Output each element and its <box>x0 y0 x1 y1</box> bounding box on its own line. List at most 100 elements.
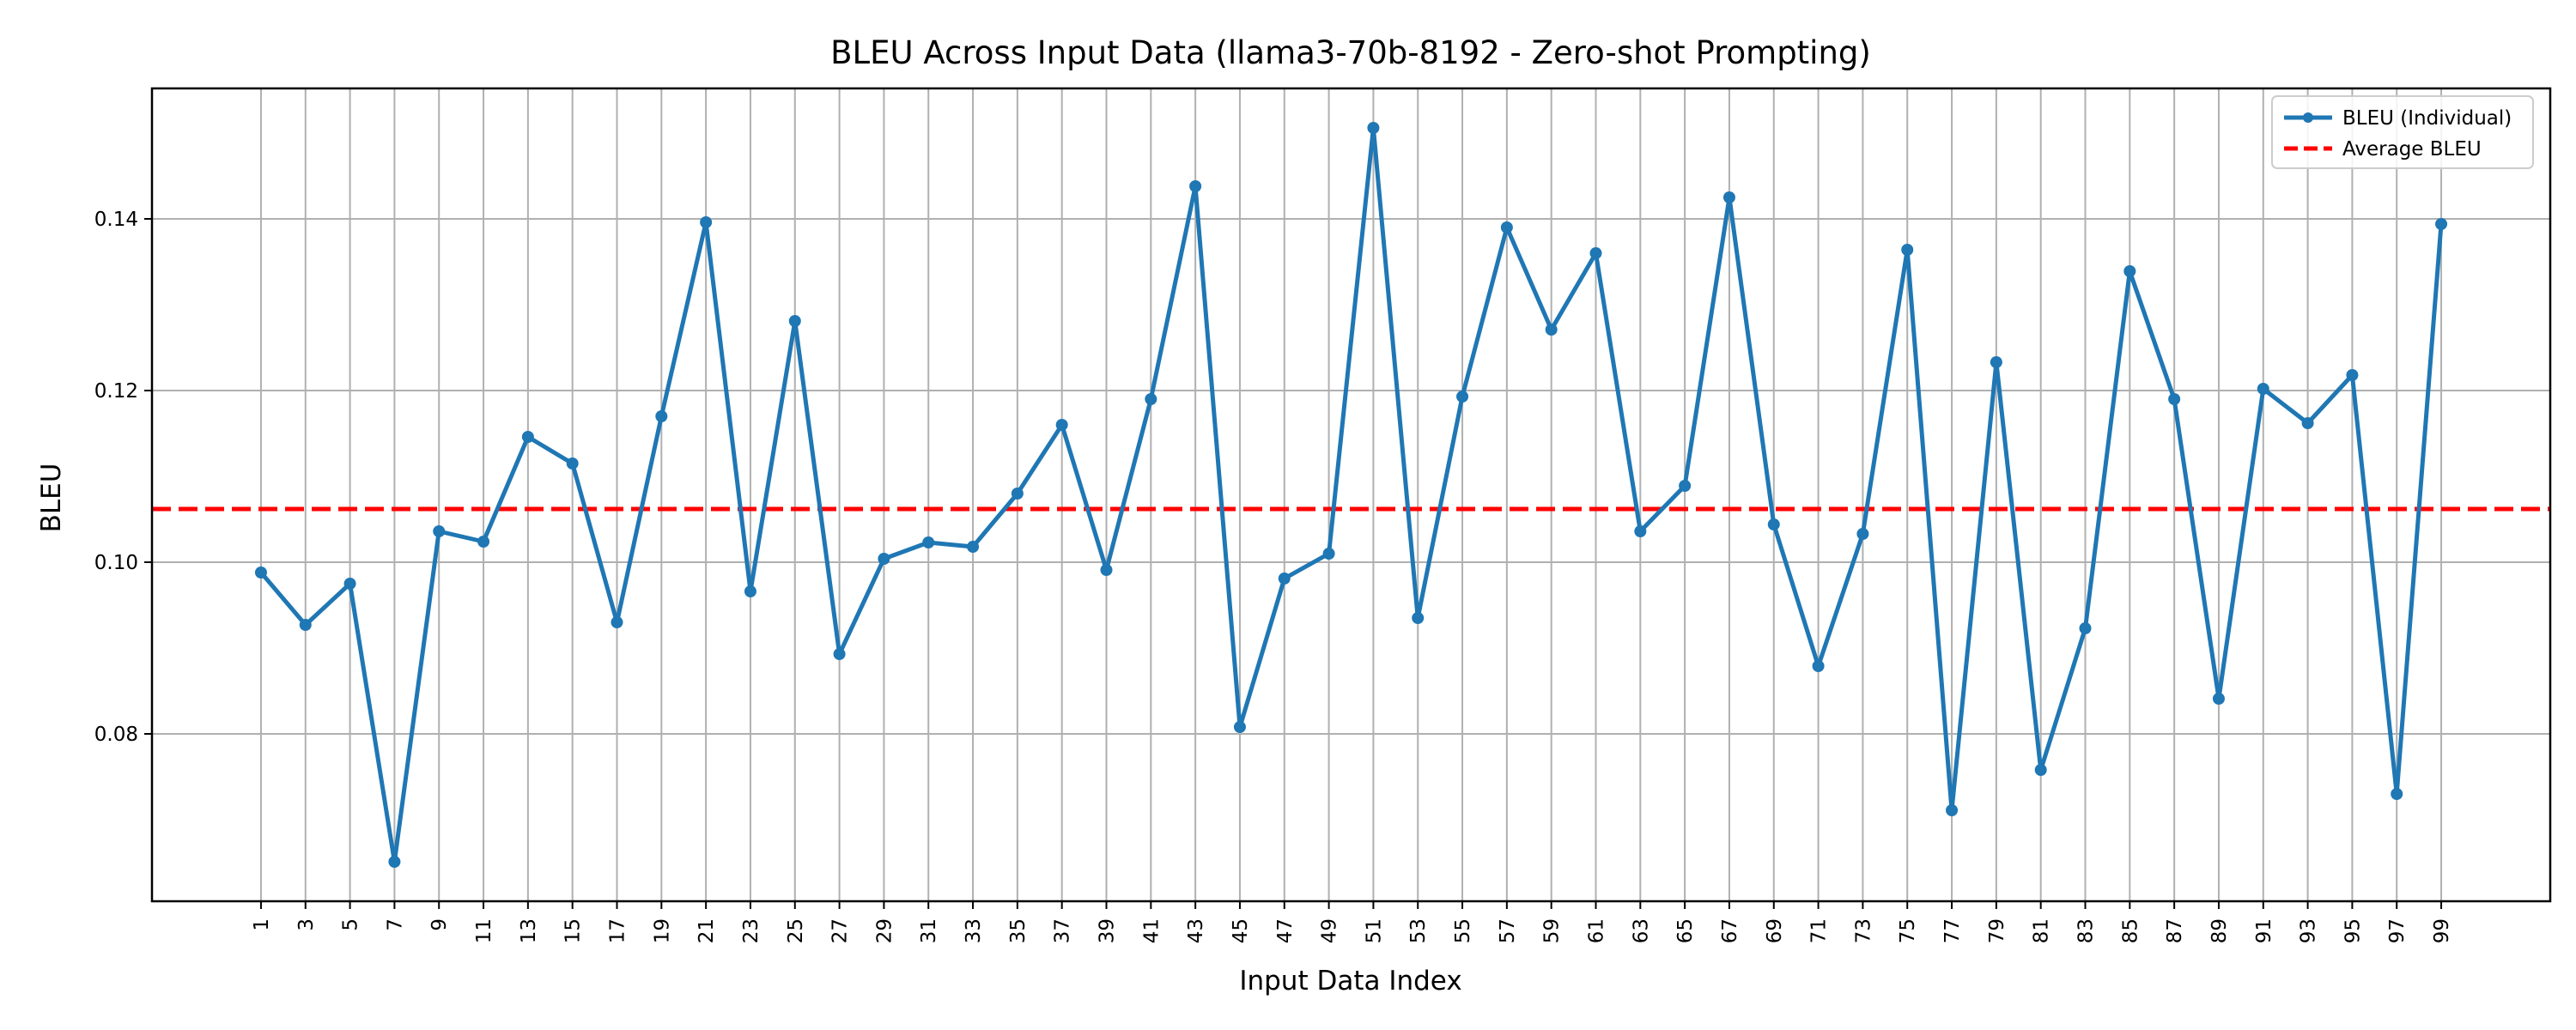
x-tick-label: 45 <box>1230 918 1252 943</box>
x-tick-label: 9 <box>428 918 451 931</box>
x-tick-label: 43 <box>1185 918 1207 943</box>
bleu-point <box>2257 383 2269 395</box>
x-tick-label: 73 <box>1852 918 1874 943</box>
bleu-point <box>433 525 446 537</box>
bleu-point <box>2346 369 2359 381</box>
legend-box <box>2271 95 2534 169</box>
bleu-point <box>1233 721 1246 733</box>
x-tick-label: 87 <box>2164 918 2186 943</box>
bleu-point <box>967 541 980 553</box>
bleu-point <box>2435 218 2448 230</box>
y-tick-label: 0.10 <box>94 552 138 574</box>
bleu-point <box>1634 525 1647 537</box>
chart-title: BLEU Across Input Data (llama3-70b-8192 … <box>830 34 1871 71</box>
bleu-point <box>1812 660 1825 672</box>
bleu-point <box>2034 764 2047 776</box>
bleu-point <box>2123 265 2136 277</box>
bleu-point <box>477 536 490 548</box>
x-tick-label: 83 <box>2075 918 2098 943</box>
x-tick-label: 67 <box>1719 918 1741 943</box>
bleu-point <box>922 536 935 548</box>
bleu-point <box>299 619 312 631</box>
x-tick-label: 97 <box>2386 918 2409 943</box>
bleu-point <box>788 315 801 327</box>
x-tick-label: 51 <box>1363 918 1385 943</box>
y-ticks: 0.08 0.10 0.12 0.14 <box>94 209 152 746</box>
x-tick-label: 29 <box>873 918 896 943</box>
x-tick-label: 31 <box>918 918 940 943</box>
bleu-point <box>1722 191 1735 203</box>
bleu-point <box>1679 480 1692 492</box>
bleu-point <box>2301 417 2314 429</box>
bleu-point <box>1278 573 1291 585</box>
bleu-point <box>833 648 846 660</box>
bleu-point <box>1767 518 1780 530</box>
bleu-point <box>1055 419 1068 431</box>
x-tick-label: 63 <box>1630 918 1652 943</box>
y-tick-label: 0.12 <box>94 380 138 403</box>
x-tick-label: 13 <box>518 918 540 943</box>
legend-average-label: Average BLEU <box>2342 138 2482 161</box>
bleu-point <box>1367 122 1380 134</box>
bleu-point <box>1456 391 1469 403</box>
bleu-point <box>254 566 267 579</box>
x-tick-label: 71 <box>1808 918 1831 943</box>
x-tick-label: 15 <box>562 918 585 943</box>
x-tick-label: 19 <box>651 918 673 943</box>
bleu-point <box>343 578 356 590</box>
x-tick-label: 77 <box>1941 918 1964 943</box>
bleu-point <box>2168 393 2181 405</box>
bleu-point <box>2212 693 2225 705</box>
x-tick-label: 25 <box>785 918 807 943</box>
y-tick-label: 0.14 <box>94 209 138 231</box>
x-tick-label: 57 <box>1497 918 1519 943</box>
x-tick-label: 89 <box>2208 918 2231 943</box>
x-tick-label: 23 <box>740 918 762 943</box>
bleu-point <box>1946 804 1959 816</box>
bleu-point <box>655 410 668 422</box>
x-tick-label: 7 <box>384 918 406 931</box>
x-tick-label: 69 <box>1764 918 1786 943</box>
bleu-point <box>1589 247 1602 259</box>
legend-series-marker <box>2303 112 2313 123</box>
x-tick-label: 93 <box>2298 918 2320 943</box>
x-tick-label: 21 <box>696 918 718 943</box>
y-axis-label: BLEU <box>36 464 67 533</box>
x-tick-label: 3 <box>295 918 318 931</box>
x-tick-label: 35 <box>1007 918 1030 943</box>
x-tick-label: 17 <box>607 918 629 943</box>
bleu-point <box>700 216 713 228</box>
legend: BLEU (Individual) Average BLEU <box>2271 95 2534 169</box>
bleu-point <box>1990 356 2002 368</box>
x-tick-label: 99 <box>2431 918 2453 943</box>
bleu-point <box>1412 612 1425 624</box>
x-tick-label: 1 <box>251 918 273 931</box>
x-tick-label: 61 <box>1586 918 1608 943</box>
bleu-point <box>566 457 579 470</box>
x-tick-label: 75 <box>1897 918 1919 943</box>
x-tick-label: 47 <box>1274 918 1297 943</box>
x-tick-label: 81 <box>2031 918 2053 943</box>
x-tick-label: 33 <box>963 918 985 943</box>
x-tick-label: 95 <box>2342 918 2364 943</box>
bleu-point <box>878 553 890 565</box>
plot-frame <box>150 87 2552 903</box>
x-tick-label: 91 <box>2253 918 2275 943</box>
x-tick-label: 53 <box>1407 918 1430 943</box>
x-tick-label: 49 <box>1319 918 1341 943</box>
bleu-point <box>1189 180 1202 192</box>
x-tick-label: 55 <box>1452 918 1474 943</box>
x-tick-label: 37 <box>1052 918 1074 943</box>
x-axis-label: Input Data Index <box>1239 966 1461 997</box>
x-tick-label: 41 <box>1140 918 1163 943</box>
bleu-point <box>1901 244 1914 256</box>
bleu-point <box>1856 528 1869 540</box>
bleu-point <box>1322 548 1335 560</box>
bleu-point <box>1545 324 1558 336</box>
y-tick-label: 0.08 <box>94 724 138 746</box>
bleu-point <box>1500 221 1513 233</box>
bleu-series-line <box>259 125 2444 864</box>
bleu-point <box>521 431 534 443</box>
legend-series-label: BLEU (Individual) <box>2342 107 2512 130</box>
